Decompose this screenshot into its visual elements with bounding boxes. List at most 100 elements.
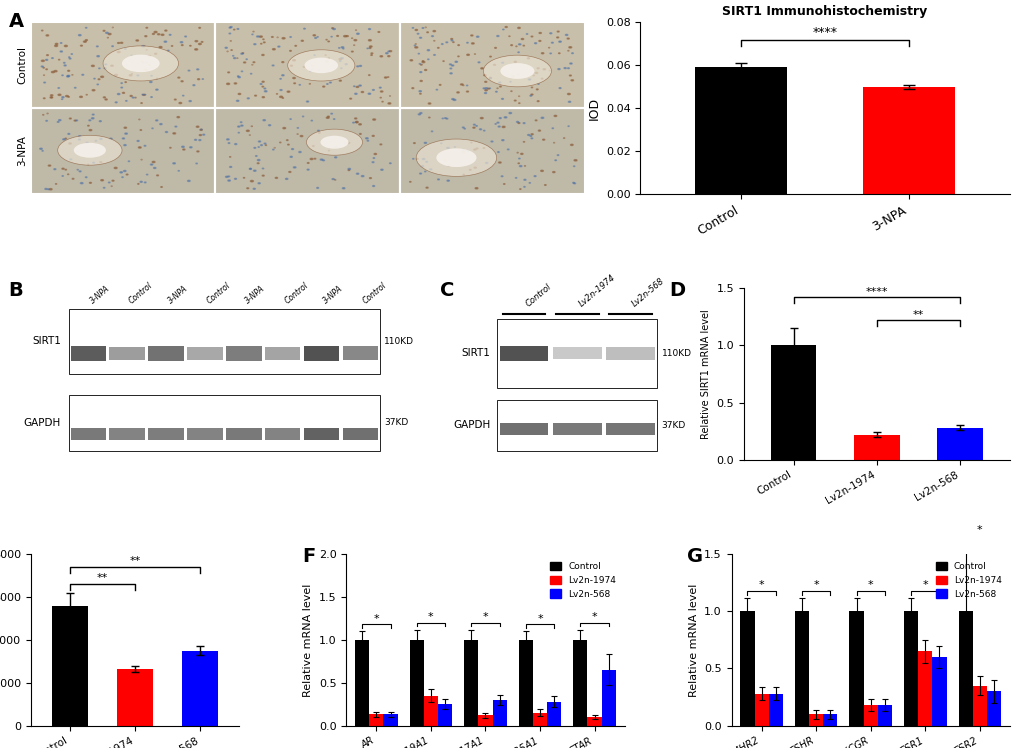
Text: *: * — [428, 612, 433, 622]
Circle shape — [272, 65, 274, 66]
Circle shape — [190, 147, 192, 148]
Circle shape — [437, 179, 439, 180]
Circle shape — [197, 126, 199, 127]
Circle shape — [567, 68, 569, 69]
Circle shape — [156, 89, 158, 91]
Bar — [70, 346, 106, 361]
Circle shape — [92, 117, 94, 119]
Circle shape — [570, 63, 572, 64]
Circle shape — [189, 100, 192, 102]
Bar — [552, 423, 601, 435]
Circle shape — [355, 121, 358, 123]
Circle shape — [357, 33, 359, 34]
Circle shape — [410, 60, 413, 61]
Text: SIRT1: SIRT1 — [462, 349, 490, 358]
Circle shape — [516, 121, 518, 123]
Circle shape — [70, 159, 71, 160]
Circle shape — [227, 72, 229, 73]
Circle shape — [511, 45, 512, 46]
Circle shape — [499, 86, 500, 87]
Circle shape — [240, 125, 243, 126]
Circle shape — [528, 79, 530, 80]
Circle shape — [565, 34, 568, 35]
Circle shape — [54, 169, 56, 170]
Circle shape — [145, 36, 147, 37]
Circle shape — [420, 72, 422, 73]
Circle shape — [380, 144, 381, 145]
Circle shape — [154, 31, 157, 33]
Circle shape — [518, 44, 521, 45]
Circle shape — [449, 73, 451, 74]
Circle shape — [372, 119, 375, 120]
Circle shape — [339, 80, 341, 81]
Circle shape — [145, 182, 146, 183]
Bar — [573, 640, 587, 726]
Bar — [109, 428, 145, 440]
Circle shape — [521, 153, 523, 154]
Circle shape — [165, 30, 167, 31]
Circle shape — [538, 40, 540, 41]
Circle shape — [500, 176, 502, 177]
Circle shape — [534, 176, 536, 177]
Bar — [410, 640, 423, 726]
Circle shape — [420, 64, 422, 65]
Text: ****: **** — [812, 26, 837, 39]
Circle shape — [160, 123, 162, 125]
Circle shape — [254, 170, 256, 171]
Circle shape — [467, 54, 469, 55]
Text: 37KD: 37KD — [661, 421, 685, 430]
Bar — [863, 705, 877, 726]
Circle shape — [292, 60, 296, 61]
Circle shape — [447, 165, 449, 166]
Text: **: ** — [912, 310, 923, 319]
Text: **: ** — [129, 557, 141, 566]
Bar — [822, 714, 837, 726]
Text: C: C — [440, 281, 454, 301]
Circle shape — [244, 62, 246, 63]
Circle shape — [415, 29, 417, 31]
Circle shape — [539, 32, 541, 34]
Circle shape — [226, 139, 229, 140]
Text: B: B — [8, 281, 22, 301]
Bar — [605, 423, 654, 435]
Bar — [226, 428, 261, 440]
Bar — [936, 428, 982, 460]
Circle shape — [320, 135, 348, 149]
Circle shape — [106, 32, 108, 34]
Circle shape — [462, 127, 464, 128]
Circle shape — [329, 82, 331, 83]
Circle shape — [306, 101, 309, 102]
Circle shape — [427, 49, 429, 51]
Circle shape — [493, 64, 495, 65]
Circle shape — [556, 31, 558, 32]
Circle shape — [254, 147, 256, 148]
Circle shape — [69, 58, 71, 59]
Circle shape — [368, 28, 370, 30]
Circle shape — [485, 162, 487, 164]
Circle shape — [387, 55, 389, 57]
Circle shape — [144, 69, 147, 70]
Bar — [552, 347, 601, 360]
Circle shape — [68, 143, 71, 144]
Circle shape — [356, 86, 359, 88]
Bar — [182, 651, 218, 726]
Circle shape — [530, 135, 531, 136]
Circle shape — [156, 120, 158, 121]
Circle shape — [136, 40, 139, 41]
Bar — [768, 693, 783, 726]
Circle shape — [234, 178, 236, 180]
Circle shape — [503, 117, 506, 118]
Circle shape — [175, 126, 176, 127]
Bar — [903, 611, 917, 726]
Legend: Control, Lv2n-1974, Lv2n-568: Control, Lv2n-1974, Lv2n-568 — [931, 559, 1005, 602]
Circle shape — [66, 76, 69, 77]
Circle shape — [78, 34, 81, 36]
Circle shape — [322, 86, 324, 87]
Circle shape — [120, 172, 122, 173]
Circle shape — [139, 147, 141, 148]
Circle shape — [264, 88, 266, 89]
Circle shape — [287, 91, 289, 92]
Circle shape — [101, 76, 104, 78]
Circle shape — [549, 33, 551, 34]
Circle shape — [306, 129, 362, 156]
